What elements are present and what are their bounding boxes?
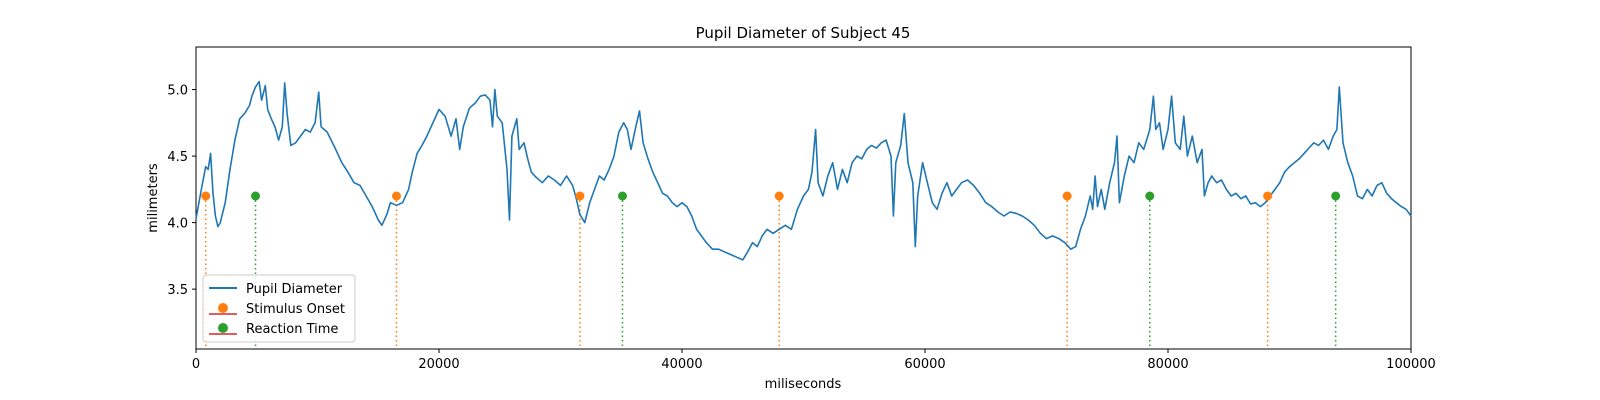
legend-pupil-diameter-label: Pupil Diameter <box>246 282 343 297</box>
y-axis-label: milimeters <box>146 163 161 233</box>
series-line-group <box>195 80 1412 261</box>
stimulus-onset-marker <box>774 191 784 201</box>
legend-stimulus-onset-label: Stimulus Onset <box>246 302 345 317</box>
x-axis-ticks: 0 20000 40000 60000 80000 100000 <box>192 349 1436 372</box>
x-tick-label: 40000 <box>661 357 702 372</box>
pupil-diameter-line <box>195 80 1412 261</box>
x-tick-label: 20000 <box>418 357 459 372</box>
legend-stimulus-onset-marker <box>218 303 228 313</box>
stimulus-onset-marker <box>1263 191 1273 201</box>
x-axis-label: miliseconds <box>765 377 842 392</box>
y-tick-label: 5.0 <box>167 84 188 99</box>
reaction-time-marker <box>1145 191 1155 201</box>
legend-box <box>202 274 356 343</box>
stimulus-onset-marker <box>201 191 211 201</box>
legend-reaction-time-label: Reaction Time <box>246 322 338 337</box>
plot-area <box>195 46 1412 350</box>
stimulus-onset-marker <box>1062 191 1072 201</box>
stimulus-onset-marker <box>575 191 585 201</box>
y-tick-label: 4.5 <box>167 150 188 165</box>
stimulus-onset-marker <box>391 191 401 201</box>
event-stems <box>204 196 1337 349</box>
legend-reaction-time-marker <box>218 323 228 333</box>
legend: Pupil Diameter Stimulus Onset Reaction T… <box>202 274 356 343</box>
x-tick-label: 60000 <box>904 357 945 372</box>
reaction-time-marker <box>251 191 261 201</box>
y-axis-ticks: 3.5 4.0 4.5 5.0 <box>167 84 196 298</box>
y-tick-label: 4.0 <box>167 217 188 232</box>
event-markers <box>201 191 1341 201</box>
y-tick-label: 3.5 <box>167 283 188 298</box>
x-tick-label: 100000 <box>1386 357 1436 372</box>
reaction-time-marker <box>617 191 627 201</box>
x-tick-label: 0 <box>192 357 200 372</box>
x-tick-label: 80000 <box>1147 357 1188 372</box>
chart-title: Pupil Diameter of Subject 45 <box>696 24 911 42</box>
plot-frame <box>195 46 1412 350</box>
reaction-time-marker <box>1331 191 1341 201</box>
